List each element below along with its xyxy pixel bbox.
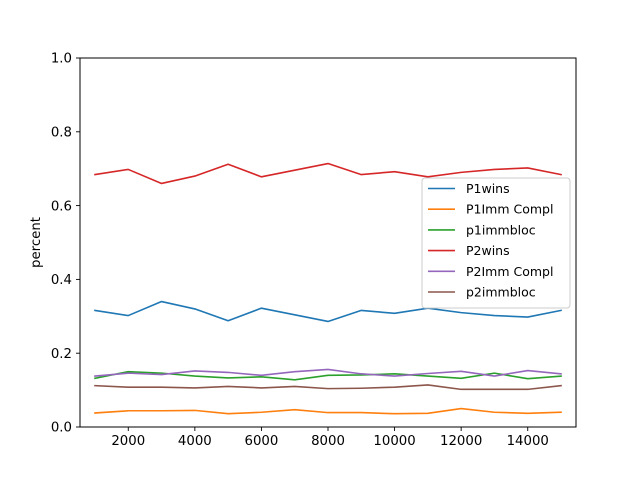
legend-label-1: P1Imm Compl [466, 202, 553, 217]
legend-label-5: p2immbloc [466, 285, 536, 300]
y-axis-label: percent [29, 217, 44, 268]
legend-label-4: P2Imm Compl [466, 264, 553, 279]
x-tick-label: 14000 [507, 434, 549, 449]
y-tick-label: 0.0 [51, 421, 72, 436]
legend: P1wins P1Imm Compl p1immbloc P2wins P2Imm Co… [421, 177, 571, 309]
y-tick-label: 0.8 [51, 126, 72, 141]
series-line-3 [94, 162, 562, 185]
legend-box [421, 177, 571, 309]
legend-label-0: P1wins [466, 181, 510, 196]
x-axis-ticks: 2000 4000 6000 8000 10000 12000 14000 [111, 427, 549, 449]
y-tick-label: 0.2 [51, 347, 72, 362]
y-tick-label: 1.0 [51, 52, 72, 67]
y-tick-label: 0.4 [51, 273, 72, 288]
y-axis-ticks: 0.0 0.2 0.4 0.6 0.8 1.0 [51, 52, 80, 436]
x-tick-label: 2000 [111, 434, 145, 449]
x-tick-label: 8000 [311, 434, 345, 449]
series-line-5 [94, 384, 562, 391]
series-line-0 [94, 300, 562, 323]
legend-label-3: P2wins [466, 243, 510, 258]
x-tick-label: 6000 [245, 434, 279, 449]
series-layer [94, 162, 562, 415]
x-tick-label: 12000 [440, 434, 482, 449]
x-tick-label: 10000 [373, 434, 415, 449]
x-tick-label: 4000 [178, 434, 212, 449]
y-tick-label: 0.6 [51, 199, 72, 214]
legend-label-2: p1immbloc [466, 222, 536, 237]
series-line-4 [94, 368, 562, 377]
series-line-1 [94, 407, 562, 415]
